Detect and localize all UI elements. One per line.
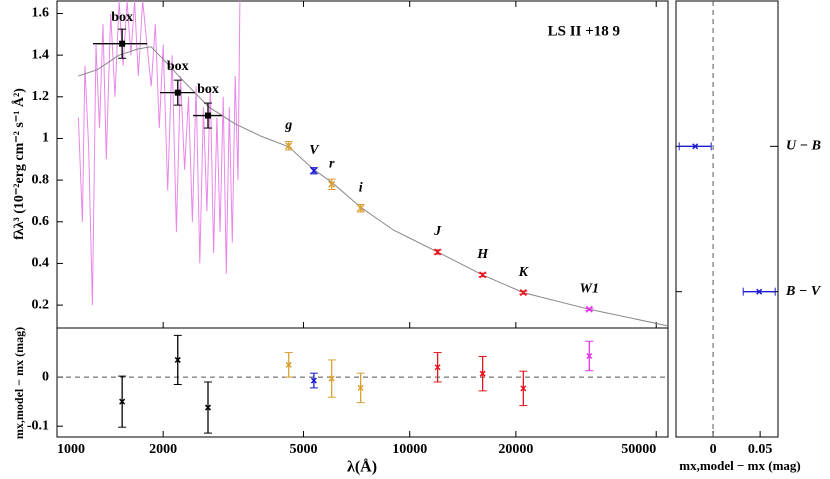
point-label: H (476, 247, 489, 262)
point (328, 375, 335, 382)
x-tick-label: 5000 (290, 442, 318, 457)
point-label: g (284, 118, 292, 133)
point (479, 271, 487, 279)
point (520, 385, 527, 392)
point-label: box (111, 10, 133, 25)
x-axis-label: λ(Å) (347, 458, 377, 476)
y-tick-label: 1.4 (32, 47, 50, 62)
y-tick-label: 0.4 (32, 256, 50, 271)
y-tick-label: 0 (42, 369, 49, 384)
point (310, 167, 318, 175)
point-label: box (167, 59, 189, 74)
point (174, 89, 181, 96)
point (585, 305, 593, 313)
point (434, 364, 441, 371)
y-tick-label: 0.6 (32, 214, 50, 229)
point (756, 288, 763, 295)
point (204, 404, 212, 411)
point (586, 352, 593, 360)
point (328, 180, 336, 188)
category-label: B − V (785, 284, 822, 299)
point (285, 142, 293, 150)
line (77, 0, 241, 306)
point-label: i (359, 180, 363, 195)
x-tick-label: 10000 (392, 442, 427, 457)
point-label: J (433, 224, 442, 239)
point-label: r (329, 157, 335, 172)
point-label: V (309, 143, 320, 158)
point (119, 398, 126, 405)
point (174, 356, 181, 363)
point (434, 248, 442, 256)
point (357, 384, 364, 391)
point-label: K (518, 265, 530, 280)
side-frame (675, 0, 779, 438)
y-tick-label: 0.8 (32, 172, 50, 187)
point (285, 361, 292, 368)
point (519, 289, 527, 297)
point (479, 370, 486, 377)
x-tick-label: 50000 (621, 442, 656, 457)
y-tick-label: 1.2 (32, 89, 50, 104)
category-label: U − B (786, 139, 821, 154)
x-tick-label: 0.05 (748, 442, 773, 457)
x-tick-label: 20000 (498, 442, 533, 457)
line (78, 46, 669, 327)
y-tick-label: 1 (42, 131, 49, 146)
point (692, 143, 699, 150)
x-tick-label: 2000 (149, 442, 177, 457)
point (204, 112, 211, 119)
point (357, 204, 365, 212)
star-name: LS II +18 9 (548, 23, 620, 39)
point (119, 40, 126, 47)
y-tick-label: 1.6 (32, 6, 50, 21)
point-label: box (197, 82, 219, 97)
point (310, 377, 317, 384)
side-x-label: mx,model − mx (mag) (679, 458, 801, 473)
x-tick-label: 0 (710, 442, 717, 457)
y-axis-label: fλλ³ (10⁻²erg cm⁻² s⁻¹ Å²) (11, 88, 27, 240)
main-frame (56, 0, 669, 438)
x-tick-label: 1000 (57, 442, 85, 457)
residual-y-label: mx,model − mx (mag) (12, 327, 26, 439)
y-tick-label: 0.2 (32, 297, 50, 312)
point-label: W1 (580, 281, 599, 296)
y-tick-label: -0.1 (27, 418, 49, 433)
